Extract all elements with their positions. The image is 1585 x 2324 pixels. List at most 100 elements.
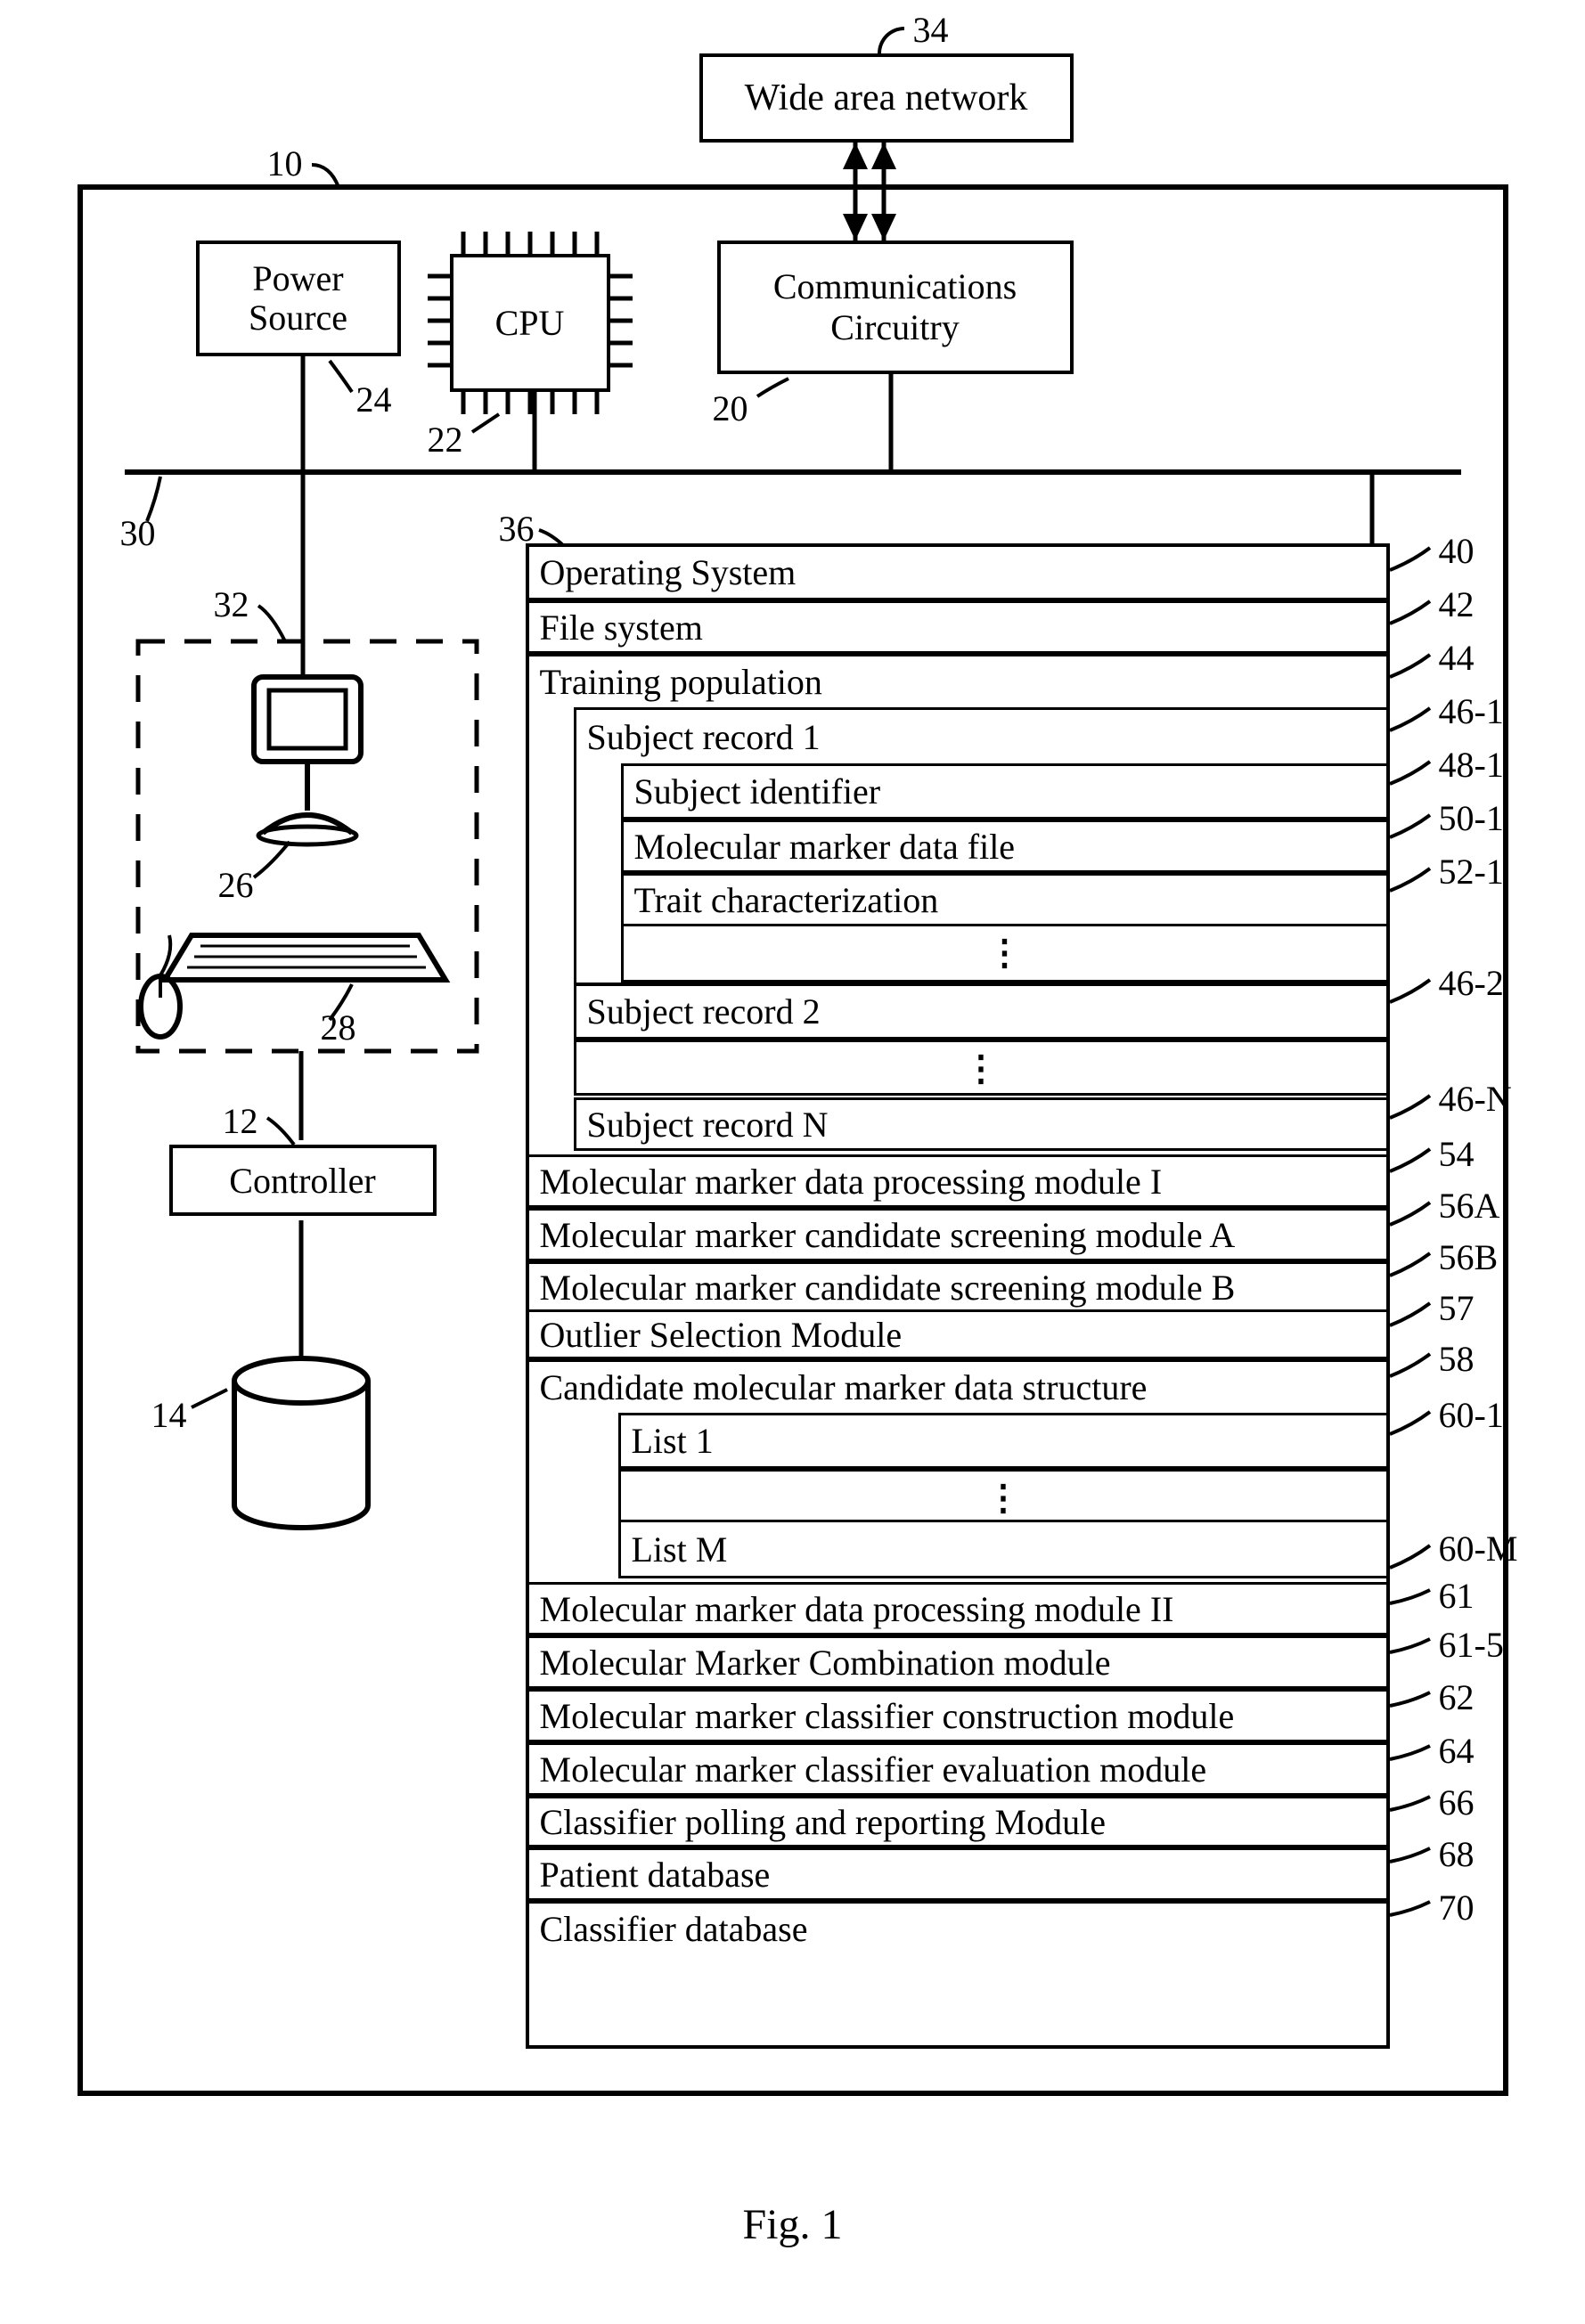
row-list-dots: ⋮	[621, 1469, 1386, 1522]
row-mmf-text: Molecular marker data file	[634, 826, 1016, 868]
row-listM-text: List M	[632, 1529, 728, 1570]
row-tp: Training population	[529, 654, 1386, 707]
row-fs: File system	[529, 600, 1386, 654]
row-comb: Molecular Marker Combination module	[529, 1635, 1386, 1689]
ref-42: 42	[1439, 583, 1475, 625]
ref-46-N: 46-N	[1439, 1078, 1512, 1120]
row-cons: Molecular marker classifier construction…	[529, 1689, 1386, 1742]
row-sr2-dots: ⋮	[576, 1040, 1386, 1093]
row-pdb: Patient database	[529, 1847, 1386, 1901]
sr1-box: Subject record 1 Subject identifier Mole…	[574, 707, 1386, 985]
row-list1: List 1	[621, 1415, 1386, 1469]
row-sr1-text: Subject record 1	[587, 716, 821, 758]
row-srN-text: Subject record N	[587, 1105, 829, 1145]
row-poll: Classifier polling and reporting Module	[529, 1796, 1386, 1847]
row-mdp2-text: Molecular marker data processing module …	[540, 1588, 1174, 1630]
row-sr2-text: Subject record 2	[587, 991, 821, 1032]
ref-57: 57	[1439, 1287, 1475, 1329]
row-tp-text: Training population	[540, 661, 822, 703]
ref-61: 61	[1439, 1575, 1475, 1617]
row-scrB: Molecular marker candidate screening mod…	[529, 1261, 1386, 1313]
ref-70: 70	[1439, 1887, 1475, 1929]
row-mdp2: Molecular marker data processing module …	[529, 1582, 1386, 1635]
power-l1: Power	[252, 259, 343, 298]
row-sr2: Subject record 2	[576, 986, 1386, 1040]
ref-46-2: 46-2	[1439, 962, 1504, 1004]
row-scrA-text: Molecular marker candidate screening mod…	[540, 1214, 1236, 1256]
bus-ref: 30	[120, 512, 156, 554]
ref-52-1: 52-1	[1439, 851, 1504, 893]
wan-ref-hook	[878, 27, 904, 53]
ref-40: 40	[1439, 530, 1475, 572]
diagram-canvas: Wide area network 34	[36, 36, 1550, 2173]
ui-ref: 32	[214, 583, 249, 625]
row-outlier-text: Outlier Selection Module	[540, 1314, 903, 1356]
row-mdp1: Molecular marker data processing module …	[529, 1154, 1386, 1208]
row-cdm: Candidate molecular marker data structur…	[529, 1359, 1386, 1413]
monitor-ref: 26	[218, 864, 254, 906]
ref-64: 64	[1439, 1730, 1475, 1772]
row-comb-text: Molecular Marker Combination module	[540, 1642, 1111, 1684]
row-fs-text: File system	[540, 607, 703, 648]
row-sid-text: Subject identifier	[634, 771, 881, 812]
row-os: Operating System	[529, 547, 1386, 600]
wan-ref: 34	[913, 9, 949, 51]
row-sid: Subject identifier	[624, 766, 1386, 820]
cpu-label: CPU	[495, 302, 565, 344]
power-box: Power Source	[196, 241, 401, 356]
ref-66: 66	[1439, 1782, 1475, 1823]
row-sr1-dots: ⋮	[624, 926, 1386, 980]
row-outlier: Outlier Selection Module	[529, 1309, 1386, 1359]
row-scrA: Molecular marker candidate screening mod…	[529, 1208, 1386, 1261]
comms-box: Communications Circuitry	[717, 241, 1074, 374]
row-mdp1-text: Molecular marker data processing module …	[540, 1161, 1163, 1203]
cpu-ref: 22	[428, 419, 463, 461]
row-scrB-text: Molecular marker candidate screening mod…	[540, 1267, 1236, 1309]
row-cons-text: Molecular marker classifier construction…	[540, 1695, 1235, 1737]
ref-56B: 56B	[1439, 1236, 1499, 1278]
srN-box: Subject record N	[574, 1097, 1386, 1151]
row-mmf: Molecular marker data file	[624, 820, 1386, 873]
keyboard-ref: 28	[321, 1007, 356, 1048]
ref-48-1: 48-1	[1439, 744, 1504, 786]
comms-ref: 20	[713, 387, 748, 429]
ref-68: 68	[1439, 1833, 1475, 1875]
comms-l1: Communications	[773, 266, 1017, 307]
memory-block: Operating System File system Training po…	[526, 543, 1390, 2049]
row-listM: List M	[621, 1522, 1386, 1576]
row-tc: Trait characterization	[624, 873, 1386, 926]
row-pdb-text: Patient database	[540, 1854, 771, 1896]
ref-60-1: 60-1	[1439, 1394, 1504, 1436]
row-cdb: Classifier database	[529, 1901, 1386, 1954]
ref-54: 54	[1439, 1133, 1475, 1175]
ref-61-5: 61-5	[1439, 1624, 1504, 1666]
controller-label: Controller	[229, 1160, 375, 1202]
list-box: List 1 ⋮ List M	[618, 1413, 1386, 1578]
wan-label: Wide area network	[745, 77, 1028, 119]
controller-box: Controller	[169, 1145, 437, 1216]
power-l2: Source	[249, 298, 347, 338]
ref-60-M: 60-M	[1439, 1528, 1518, 1570]
ref-58: 58	[1439, 1338, 1475, 1380]
row-os-text: Operating System	[540, 551, 797, 593]
row-cdm-text: Candidate molecular marker data structur…	[540, 1366, 1148, 1408]
controller-ref: 12	[223, 1100, 258, 1142]
row-cdb-text: Classifier database	[540, 1908, 808, 1950]
row-eval: Molecular marker classifier evaluation m…	[529, 1742, 1386, 1796]
cpu-box: CPU	[450, 254, 610, 392]
sr2-box: Subject record 2 ⋮	[574, 983, 1386, 1096]
ref-46-1: 46-1	[1439, 690, 1504, 732]
system-ref: 10	[267, 143, 303, 184]
figure-caption: Fig. 1	[742, 2200, 842, 2249]
power-ref: 24	[356, 379, 392, 420]
ref-50-1: 50-1	[1439, 797, 1504, 839]
ref-56A: 56A	[1439, 1185, 1500, 1227]
row-tc-text: Trait characterization	[634, 879, 939, 921]
row-eval-text: Molecular marker classifier evaluation m…	[540, 1749, 1207, 1790]
db-ref: 14	[151, 1394, 187, 1436]
ref-44: 44	[1439, 637, 1475, 679]
sr1-inner: Subject identifier Molecular marker data…	[621, 763, 1386, 983]
comms-l2: Circuitry	[830, 307, 959, 348]
wan-box: Wide area network	[699, 53, 1074, 143]
row-poll-text: Classifier polling and reporting Module	[540, 1801, 1106, 1843]
